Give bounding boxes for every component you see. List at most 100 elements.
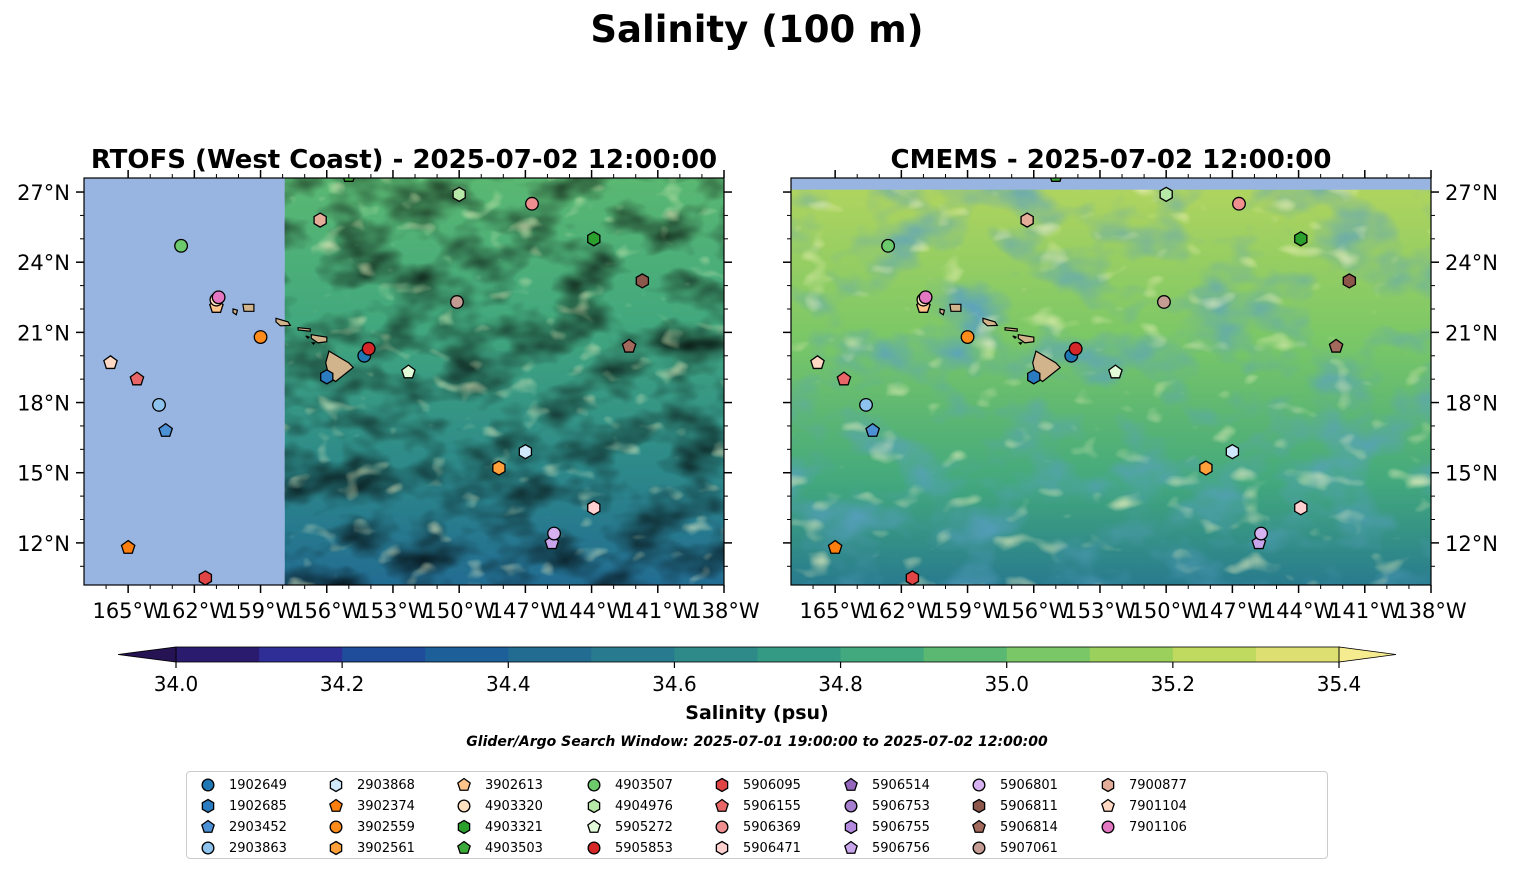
cmems-x-axis: 165°W162°W159°W156°W153°W150°W147°W144°W… xyxy=(799,170,1467,623)
legend-item-2903452: 2903452 xyxy=(199,817,287,837)
rtofs-y-tick-label: 27°N xyxy=(17,181,70,205)
legend-marker-pentagon-icon xyxy=(715,798,729,812)
legend-marker-pentagon-icon xyxy=(972,819,986,833)
cmems-float-2903863 xyxy=(859,397,873,412)
colorbar-segment xyxy=(176,647,260,662)
legend-item-2903868: 2903868 xyxy=(327,775,415,795)
legend-marker xyxy=(715,798,729,812)
legend-marker xyxy=(1101,798,1115,812)
cmems-island xyxy=(949,303,962,312)
legend-label: 5906753 xyxy=(872,798,930,814)
legend-marker xyxy=(972,819,986,833)
legend-marker xyxy=(457,777,471,791)
colorbar-tick-label: 34.4 xyxy=(486,672,531,696)
legend-marker-hexagon-icon xyxy=(201,798,215,814)
legend-label: 3902613 xyxy=(485,777,543,793)
cmems-float-4903507 xyxy=(881,238,896,253)
rtofs-y-tick-label: 15°N xyxy=(17,462,70,486)
legend-label: 3902561 xyxy=(357,840,415,856)
cmems-x-tick-label: 159°W xyxy=(932,599,1004,623)
legend-item-3902559: 3902559 xyxy=(327,817,415,837)
rtofs-float-5906814 xyxy=(621,338,637,353)
cmems-float-5905853 xyxy=(1068,341,1083,356)
legend-label: 5906514 xyxy=(872,777,930,793)
cmems-x-tick-label: 150°W xyxy=(1130,599,1202,623)
rtofs-y-tick-label: 21°N xyxy=(17,321,70,345)
colorbar-extend-high xyxy=(1338,646,1397,663)
legend-marker xyxy=(457,840,471,854)
legend-label: 1902685 xyxy=(229,798,287,814)
legend-label: 4904976 xyxy=(615,798,673,814)
rtofs-y-tick-label: 18°N xyxy=(17,392,70,416)
rtofs-x-tick-label: 165°W xyxy=(92,599,164,623)
colorbar-segment xyxy=(259,647,343,662)
rtofs-float-7901106 xyxy=(211,290,226,305)
rtofs-map-frame xyxy=(83,177,725,586)
legend-item-5906471: 5906471 xyxy=(713,838,801,858)
legend-marker-circle-icon xyxy=(972,841,986,855)
rtofs-float-4904976 xyxy=(452,186,466,203)
legend-marker xyxy=(587,819,601,833)
cmems-float-7900877 xyxy=(1020,212,1034,228)
rtofs-y-axis: 12°N 15°N 18°N 21°N 24°N 27°N xyxy=(17,181,732,567)
rtofs-island xyxy=(242,303,255,312)
legend-item-4903320: 4903320 xyxy=(455,796,543,816)
cmems-float-3902561 xyxy=(1199,460,1213,476)
legend-label: 5906471 xyxy=(743,840,801,856)
legend-marker-pentagon-icon xyxy=(329,798,343,812)
colorbar-segment xyxy=(591,647,675,662)
legend-marker xyxy=(715,777,729,793)
legend-item-4903507: 4903507 xyxy=(585,775,673,795)
legend-item-4904976: 4904976 xyxy=(585,796,673,816)
rtofs-island xyxy=(275,317,292,327)
colorbar-segment xyxy=(923,647,1008,662)
cmems-x-tick-label: 144°W xyxy=(1263,599,1335,623)
rtofs-x-tick-label: 147°W xyxy=(490,599,562,623)
cmems-salinity-high-patches xyxy=(791,178,1431,585)
legend-item-3902613: 3902613 xyxy=(455,775,543,795)
cmems-float-7901104 xyxy=(810,354,825,370)
legend-label: 2903868 xyxy=(357,777,415,793)
float-legend: 1902649 1902685 2903452 2903863 2903868 39023… xyxy=(186,771,1328,859)
legend-label: 5906155 xyxy=(743,798,801,814)
colorbar: 34.0 34.2 34.4 34.6 34.8 35.0 35.2 35.4 Salinit… xyxy=(117,646,1397,724)
rtofs-float-4903321 xyxy=(587,231,601,247)
rtofs-x-tick-label: 141°W xyxy=(622,599,694,623)
legend-item-5906756: 5906756 xyxy=(842,838,930,858)
rtofs-island xyxy=(232,308,239,316)
legend-marker-circle-icon xyxy=(844,799,858,813)
legend-marker-hexagon-icon xyxy=(587,798,601,814)
figure-title: Salinity (100 m) xyxy=(590,8,923,51)
rtofs-x-axis: 165°W162°W159°W156°W153°W150°W147°W144°W… xyxy=(92,170,760,623)
legend-marker-pentagon-icon xyxy=(457,840,471,854)
legend-label: 5906369 xyxy=(743,819,801,835)
legend-marker-circle-icon xyxy=(972,778,986,792)
legend-item-4903321: 4903321 xyxy=(455,817,543,837)
legend-marker xyxy=(972,798,986,814)
legend-marker-hexagon-icon xyxy=(844,819,858,835)
legend-marker xyxy=(201,841,215,855)
rtofs-x-tick-label: 156°W xyxy=(291,599,363,623)
cmems-x-tick-label: 165°W xyxy=(799,599,871,623)
cmems-x-tick-label: 153°W xyxy=(1064,599,1136,623)
cmems-x-tick-label: 138°W xyxy=(1395,599,1467,623)
legend-marker-circle-icon xyxy=(715,820,729,834)
legend-marker xyxy=(844,777,858,791)
legend-label: 4903503 xyxy=(485,840,543,856)
colorbar-frame xyxy=(175,646,1340,663)
cmems-island xyxy=(939,308,946,316)
legend-marker xyxy=(329,820,343,834)
legend-marker xyxy=(1101,777,1115,793)
cmems-x-tick-label: 156°W xyxy=(998,599,1070,623)
legend-label: 5906811 xyxy=(1000,798,1058,814)
legend-marker xyxy=(1101,820,1115,834)
colorbar-segment xyxy=(1172,647,1257,662)
colorbar-tick-label: 35.2 xyxy=(1151,672,1196,696)
rtofs-float-5905272 xyxy=(400,364,416,379)
legend-marker-circle-icon xyxy=(587,778,601,792)
legend-label: 2903863 xyxy=(229,840,287,856)
cmems-float-5906811 xyxy=(1342,273,1357,289)
legend-marker xyxy=(715,820,729,834)
cmems-float-5906369 xyxy=(1232,196,1246,211)
legend-marker-circle-icon xyxy=(201,841,215,855)
